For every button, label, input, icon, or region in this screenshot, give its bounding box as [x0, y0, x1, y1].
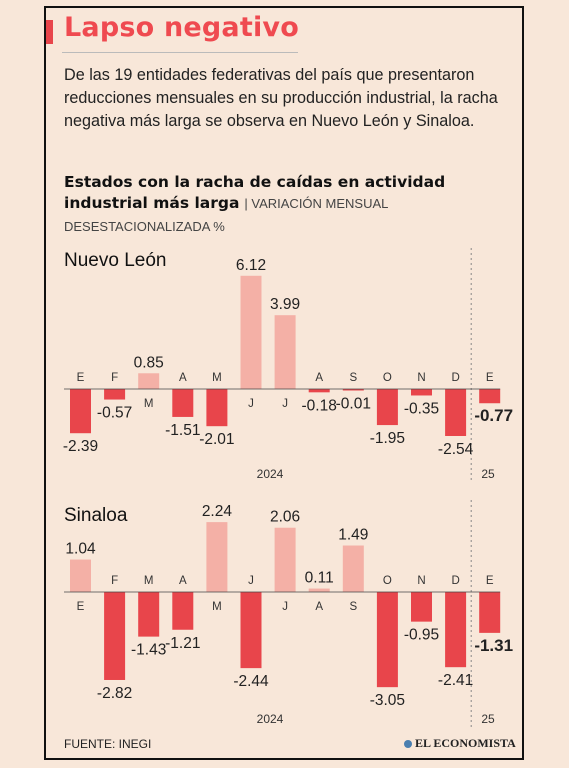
data-label: 1.49 — [338, 527, 368, 544]
bar — [376, 592, 398, 688]
subtitle-bold: Estados con la racha de caídas en activi… — [64, 173, 446, 212]
bar — [70, 559, 91, 592]
bar — [445, 389, 467, 436]
data-label: -1.43 — [131, 642, 166, 659]
category-label: A — [179, 372, 187, 384]
data-label: 3.99 — [270, 296, 300, 313]
category-label: J — [248, 575, 254, 587]
data-label: -0.01 — [336, 396, 371, 413]
category-label: N — [417, 372, 425, 384]
category-label: O — [383, 575, 392, 587]
category-label: A — [179, 575, 187, 587]
category-label: M — [144, 575, 154, 587]
publisher-logo: EL ECONOMISTA — [404, 736, 516, 751]
bar — [206, 522, 228, 592]
data-label: -0.35 — [404, 400, 439, 417]
data-label: -1.31 — [474, 636, 513, 655]
category-label: M — [212, 372, 222, 384]
category-label: J — [282, 398, 288, 410]
bar — [411, 592, 432, 622]
data-label: 2.06 — [270, 509, 300, 526]
category-label: E — [77, 372, 85, 384]
title-accent-bar — [46, 20, 53, 44]
chart-title: Nuevo León — [64, 250, 166, 271]
data-label: 1.04 — [65, 541, 96, 558]
data-label: 0.85 — [134, 354, 164, 371]
data-label: 6.12 — [236, 257, 266, 274]
category-label: A — [315, 372, 323, 384]
subtitle-note: | VARIACIÓN MENSUAL — [244, 196, 389, 211]
category-label: E — [77, 601, 85, 613]
data-label: 2.24 — [202, 503, 233, 520]
data-label: -1.51 — [165, 422, 200, 439]
data-label: -0.95 — [404, 627, 439, 644]
year-label: 25 — [481, 467, 495, 481]
data-label: -2.41 — [438, 672, 473, 689]
category-label: M — [212, 601, 222, 613]
intro-text: De las 19 entidades federativas del país… — [64, 66, 498, 130]
bar — [342, 545, 364, 592]
category-label: S — [349, 601, 357, 613]
data-label: -0.18 — [302, 397, 337, 414]
data-label: -1.21 — [165, 635, 200, 652]
bar — [240, 592, 262, 669]
data-label: -2.54 — [438, 441, 474, 458]
data-label: -3.05 — [370, 692, 405, 709]
data-label: -1.95 — [370, 430, 405, 447]
bar — [138, 592, 160, 637]
bar — [308, 588, 330, 592]
year-label: 25 — [481, 712, 495, 726]
category-label: O — [383, 372, 392, 384]
bar — [172, 389, 194, 417]
logo-icon — [404, 740, 412, 749]
title-divider — [62, 52, 298, 53]
data-label: -0.77 — [474, 406, 513, 425]
category-label: D — [451, 372, 459, 384]
bar — [104, 389, 126, 400]
bar — [240, 275, 262, 389]
chart-subtitle: Estados con la racha de caídas en activi… — [64, 172, 508, 214]
data-label: -0.57 — [97, 405, 132, 422]
data-label: -2.82 — [97, 685, 132, 702]
data-label: 0.11 — [305, 570, 334, 587]
bar — [479, 592, 501, 633]
year-label: 2024 — [257, 467, 284, 481]
category-label: A — [315, 601, 323, 613]
category-label: E — [486, 575, 494, 587]
category-label: J — [248, 398, 254, 410]
category-label: J — [282, 601, 288, 613]
bar — [445, 592, 467, 668]
data-label: -2.39 — [63, 438, 98, 455]
bar — [172, 592, 194, 630]
bar — [479, 389, 501, 404]
category-label: M — [144, 398, 154, 410]
bar — [376, 389, 398, 426]
bar — [274, 527, 296, 592]
bar — [342, 389, 364, 391]
data-label: -2.44 — [233, 673, 269, 690]
category-label: N — [417, 575, 425, 587]
bar — [104, 592, 126, 680]
category-label: F — [111, 575, 118, 587]
bar — [274, 315, 296, 389]
bar — [308, 389, 330, 393]
year-label: 2024 — [257, 712, 284, 726]
source-footer: FUENTE: INEGI — [64, 737, 152, 751]
bar — [411, 389, 432, 396]
chart-title: Sinaloa — [64, 505, 128, 526]
category-label: E — [486, 372, 494, 384]
bar — [70, 389, 91, 434]
bar — [138, 373, 160, 389]
subtitle-note-2: DESESTACIONALIZADA % — [64, 219, 225, 234]
category-label: D — [451, 575, 459, 587]
page-title: Lapso negativo — [64, 12, 299, 43]
logo-text: EL ECONOMISTA — [415, 736, 516, 750]
category-label: S — [349, 372, 357, 384]
bar — [206, 389, 228, 427]
frame — [44, 6, 524, 760]
category-label: F — [111, 372, 118, 384]
data-label: -2.01 — [199, 431, 234, 448]
